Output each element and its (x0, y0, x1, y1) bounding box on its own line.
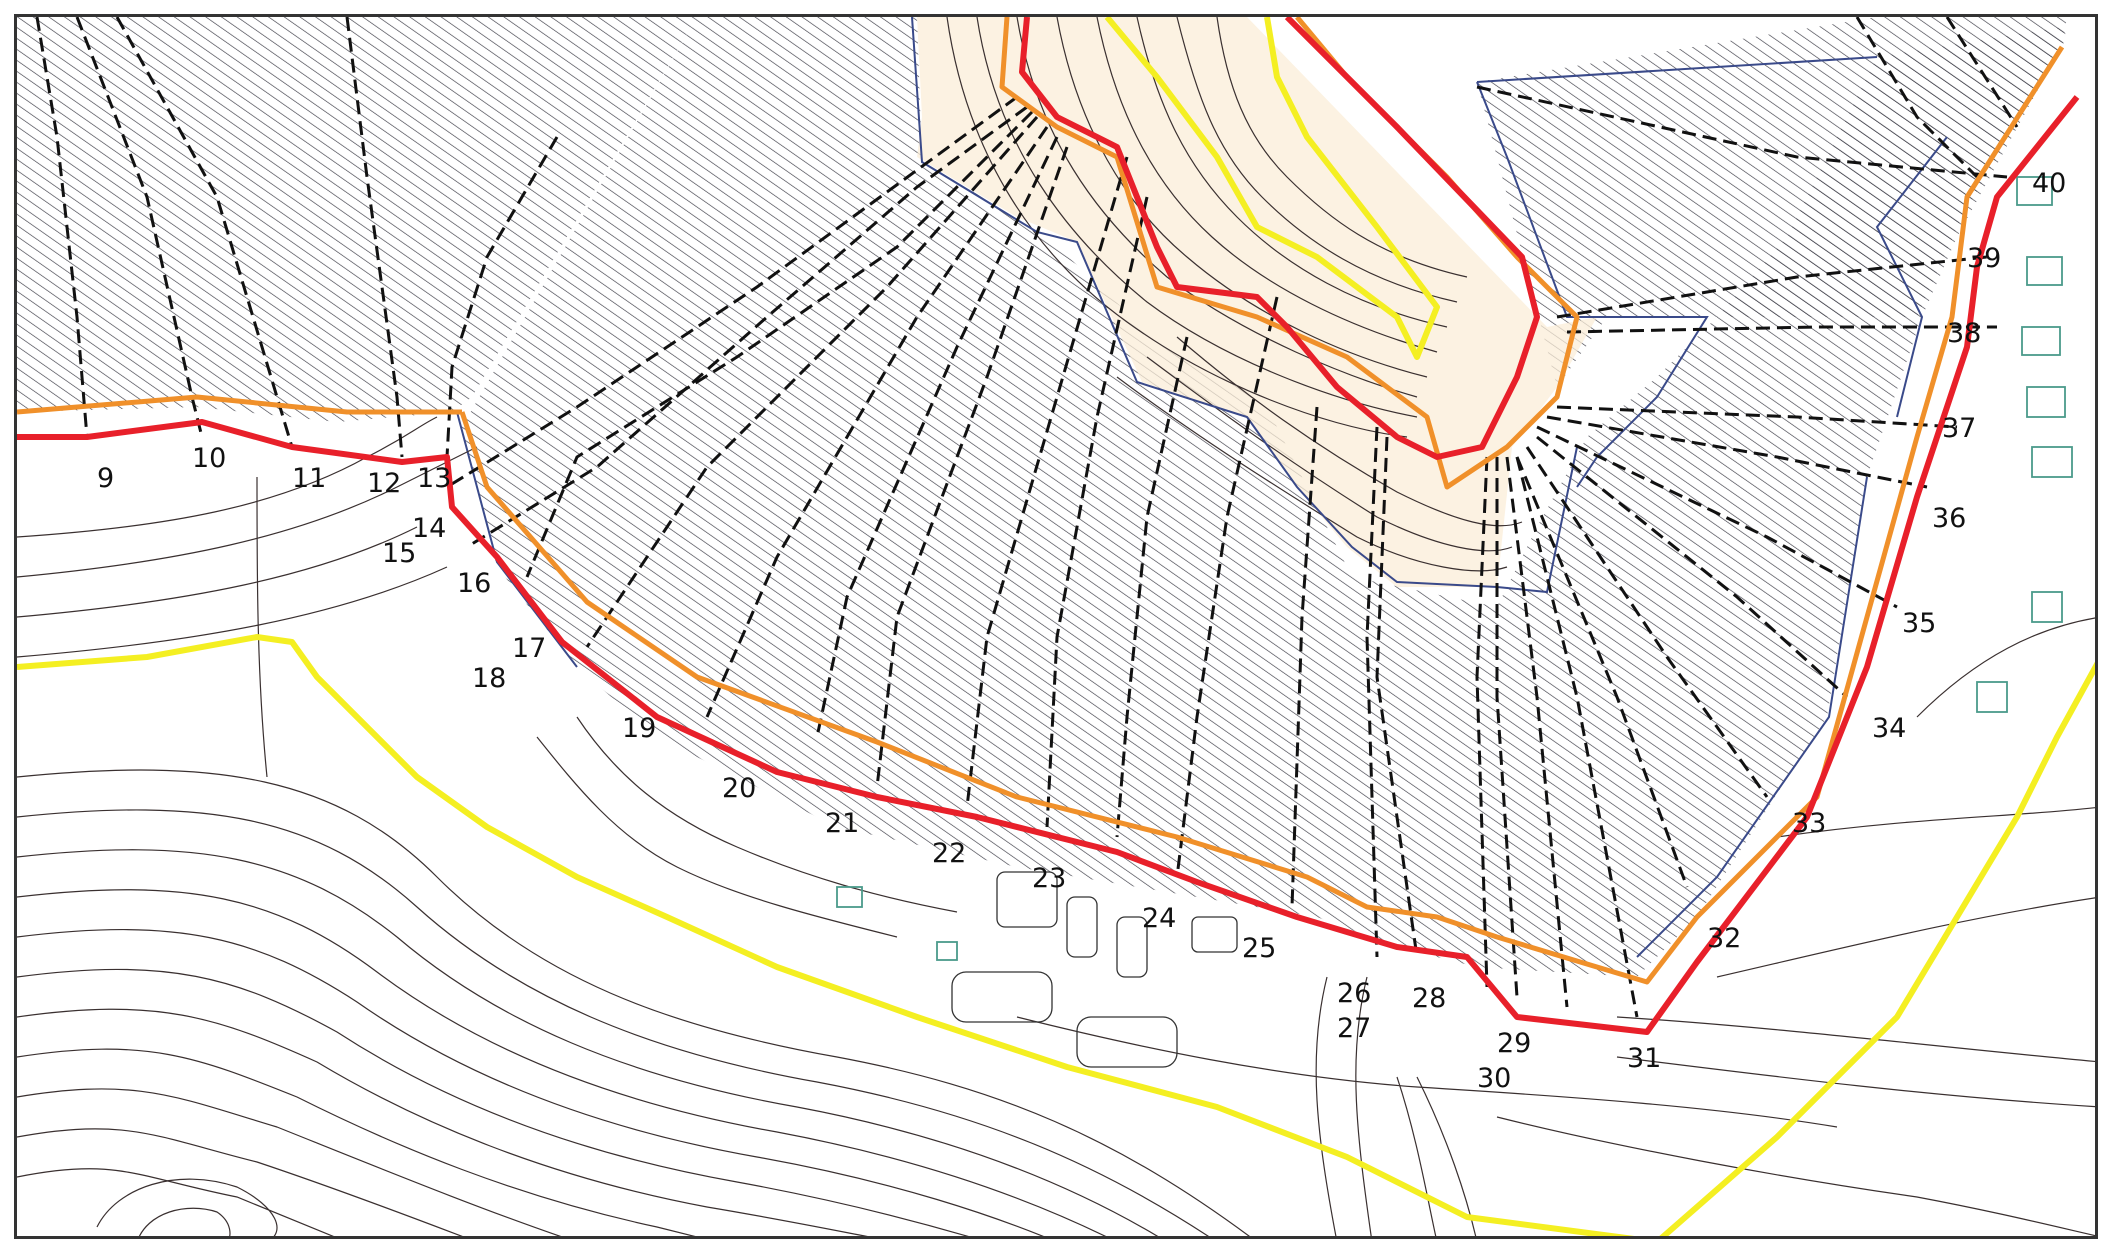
section-line-16 (525, 110, 1034, 578)
section-line-36 (1546, 415, 1928, 489)
section-line-38 (1566, 325, 1997, 334)
section-line-27 (1375, 436, 1419, 958)
section-line-17 (585, 116, 1039, 648)
section-label-36: 36 (1932, 503, 1966, 534)
section-line-35 (1536, 425, 1898, 609)
section-label-10: 10 (192, 443, 226, 474)
structure (996, 871, 1058, 928)
section-line-top-a (1855, 17, 1979, 179)
section-label-23: 23 (1032, 863, 1066, 894)
section-line-33 (1525, 446, 1769, 798)
section-label-38: 38 (1947, 318, 1981, 349)
section-line-23 (1115, 336, 1189, 838)
section-label-12: 12 (367, 468, 401, 499)
building (836, 886, 863, 908)
section-label-17: 17 (512, 633, 546, 664)
structures (951, 871, 1238, 1068)
section-line-40 (1476, 85, 2008, 179)
section-label-24: 24 (1142, 903, 1176, 934)
section-line-top-b (1945, 17, 2019, 128)
section-label-27: 27 (1337, 1013, 1371, 1044)
section-line-19 (815, 136, 1059, 738)
section-label-20: 20 (722, 773, 756, 804)
section-label-13: 13 (417, 463, 451, 494)
section-label-26: 26 (1337, 978, 1371, 1009)
building (2021, 326, 2061, 356)
section-label-37: 37 (1942, 413, 1976, 444)
section-line-28 (1475, 456, 1489, 988)
section-line-9 (35, 17, 89, 438)
section-line-30 (1505, 456, 1569, 1008)
section-label-9: 9 (97, 463, 114, 494)
boundary-lines (17, 17, 2080, 1035)
building (2031, 446, 2073, 478)
structure (1066, 896, 1098, 958)
section-line-39 (1556, 255, 1988, 319)
section-line-24 (1175, 296, 1279, 878)
building (2031, 591, 2063, 623)
structure (1076, 1016, 1178, 1068)
section-line-34 (1536, 435, 1849, 699)
section-line-26 (1365, 426, 1379, 958)
section-label-40: 40 (2032, 168, 2066, 199)
hatched-slope-west (17, 17, 697, 422)
section-line-15 (466, 105, 1028, 549)
section-label-16: 16 (457, 568, 491, 599)
section-label-21: 21 (825, 808, 859, 839)
section-label-25: 25 (1242, 933, 1276, 964)
offset-line-main (459, 45, 2065, 985)
section-label-28: 28 (1412, 983, 1446, 1014)
zone-line-north (1104, 17, 1440, 360)
site-boundary-main (17, 95, 2080, 1035)
building (1976, 681, 2008, 713)
section-label-35: 35 (1902, 608, 1936, 639)
section-label-22: 22 (932, 838, 966, 869)
map-frame: 9 10 11 12 13 14 15 16 17 18 19 20 21 22 23 24 25 26 27 28 2… (14, 14, 2098, 1239)
section-line-29 (1495, 457, 1519, 998)
steep-slope-fill (917, 17, 1597, 587)
section-label-32: 32 (1707, 923, 1741, 954)
section-label-29: 29 (1497, 1028, 1531, 1059)
structure (1116, 916, 1148, 978)
site-boundary-upper (1019, 17, 1540, 460)
section-label-15: 15 (382, 538, 416, 569)
section-label-39: 39 (1967, 243, 2001, 274)
section-line-37 (1556, 405, 1958, 429)
structure (1191, 916, 1238, 953)
section-label-11: 11 (292, 463, 326, 494)
building (2016, 176, 2053, 206)
section-label-33: 33 (1792, 808, 1826, 839)
section-label-19: 19 (622, 713, 656, 744)
zone-line-south (17, 634, 2095, 1236)
buildings (836, 176, 2073, 961)
section-line-31 (1515, 456, 1639, 1018)
building (2026, 386, 2066, 418)
hatched-slope-east (1477, 17, 2067, 387)
terrain-contours (17, 416, 2095, 1236)
zone-lines (17, 17, 2095, 1236)
section-line-14 (446, 95, 1018, 489)
section-line-18 (705, 126, 1049, 718)
section-label-30: 30 (1477, 1063, 1511, 1094)
section-line-32 (1515, 456, 1689, 888)
building (936, 941, 958, 961)
section-line-22 (1045, 196, 1149, 828)
section-label-31: 31 (1627, 1043, 1661, 1074)
section-line-25 (1290, 406, 1319, 908)
structure (951, 971, 1053, 1023)
section-line-10 (75, 17, 204, 438)
section-label-34: 34 (1872, 713, 1906, 744)
section-label-18: 18 (472, 663, 506, 694)
offset-line-west (17, 394, 462, 415)
section-label-14: 14 (412, 513, 446, 544)
building (2026, 256, 2063, 286)
